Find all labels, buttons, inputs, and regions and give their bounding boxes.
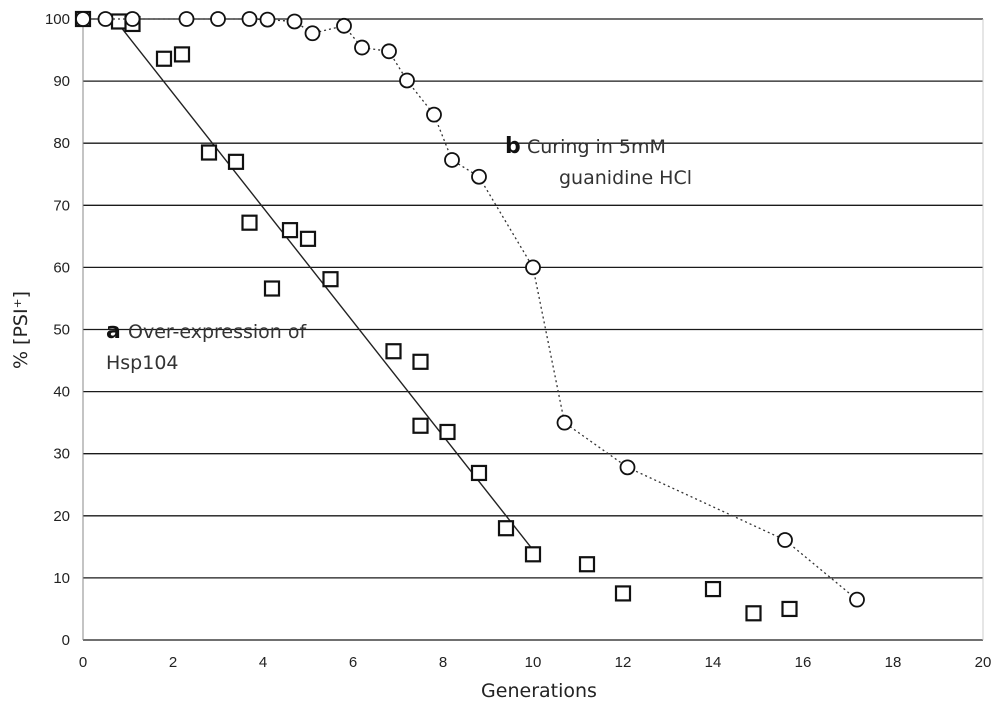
y-tick-labels: 0 10 20 30 40 50 60 70 80 90 100 xyxy=(45,11,70,649)
series-2 xyxy=(75,11,865,608)
x-tick-labels: 0 2 4 6 8 10 12 14 16 18 20 xyxy=(79,654,992,671)
y-axis-title: % [PSI⁺] xyxy=(10,291,32,369)
square-point xyxy=(412,417,429,434)
y-tick-label: 40 xyxy=(53,384,70,401)
square-point xyxy=(173,46,191,63)
square-point xyxy=(110,13,128,30)
y-tick-label: 20 xyxy=(53,508,70,525)
square-point xyxy=(439,423,456,441)
y-tick-label: 0 xyxy=(62,632,70,649)
annotation-a-line-1: Over-expression of xyxy=(128,321,307,343)
x-tick-label: 4 xyxy=(259,654,267,671)
square-point xyxy=(241,214,258,231)
series-1 xyxy=(74,10,798,622)
circle-point xyxy=(426,106,442,123)
y-tick-label: 30 xyxy=(53,446,70,463)
y-tick-label: 70 xyxy=(53,197,70,214)
y-tick-label: 100 xyxy=(45,11,70,28)
y-tick-label: 90 xyxy=(53,73,70,90)
x-axis-title: Generations xyxy=(481,680,597,702)
circle-point xyxy=(75,11,91,27)
circle-point xyxy=(286,13,303,30)
circle-point xyxy=(471,168,487,185)
circle-point xyxy=(336,17,352,34)
square-point xyxy=(497,520,515,537)
series-line xyxy=(83,18,858,601)
circle-point xyxy=(777,532,793,548)
x-tick-label: 2 xyxy=(169,654,177,671)
x-tick-label: 14 xyxy=(705,654,722,671)
y-tick-label: 60 xyxy=(53,259,70,276)
circle-point xyxy=(849,591,865,608)
circle-point xyxy=(304,25,321,42)
annotation-a: a Over-expression of Hsp104 xyxy=(106,319,307,374)
square-point xyxy=(412,353,429,370)
grid xyxy=(82,18,984,641)
square-point xyxy=(227,153,245,170)
circle-point xyxy=(399,72,415,89)
circle-point xyxy=(124,11,141,27)
annotation-b-line-1: Curing in 5mM xyxy=(527,136,666,158)
annotation-b-letter: b xyxy=(505,134,521,159)
circle-point xyxy=(525,259,541,276)
square-point xyxy=(470,464,488,482)
circle-point xyxy=(354,39,370,56)
annotation-b: b Curing in 5mM guanidine HCl xyxy=(505,134,692,189)
square-point xyxy=(299,230,317,247)
annotation-a-line-2: Hsp104 xyxy=(106,352,179,374)
square-point xyxy=(578,556,596,573)
circle-point xyxy=(178,11,195,27)
y-tick-label: 50 xyxy=(53,322,70,339)
square-point xyxy=(524,546,542,563)
x-tick-label: 16 xyxy=(795,654,812,671)
circle-point xyxy=(556,414,573,431)
square-point xyxy=(704,580,722,598)
circle-point xyxy=(619,459,636,476)
square-point xyxy=(322,271,339,288)
y-tick-label: 10 xyxy=(53,570,70,587)
x-tick-label: 18 xyxy=(885,654,902,671)
circle-point xyxy=(210,11,226,27)
y-tick-label: 80 xyxy=(53,135,70,152)
annotation-a-letter: a xyxy=(106,319,121,344)
x-tick-label: 8 xyxy=(439,654,447,671)
x-tick-label: 10 xyxy=(525,654,542,671)
circle-point xyxy=(444,152,460,168)
square-point xyxy=(200,144,218,161)
circle-point xyxy=(241,11,258,27)
circle-point xyxy=(381,43,397,60)
annotation-b-line-2: guanidine HCl xyxy=(559,167,692,189)
square-point xyxy=(281,222,299,239)
square-point xyxy=(745,605,762,622)
x-tick-label: 20 xyxy=(975,654,992,671)
x-tick-label: 6 xyxy=(349,654,357,671)
circle-point xyxy=(97,11,114,27)
circle-point xyxy=(259,11,276,28)
square-point xyxy=(263,280,281,297)
x-tick-label: 0 xyxy=(79,654,87,671)
x-tick-label: 12 xyxy=(615,654,632,671)
series-layer xyxy=(74,10,865,622)
square-point xyxy=(385,343,402,360)
square-point xyxy=(781,600,798,618)
square-point xyxy=(155,50,173,67)
square-point xyxy=(614,585,632,602)
